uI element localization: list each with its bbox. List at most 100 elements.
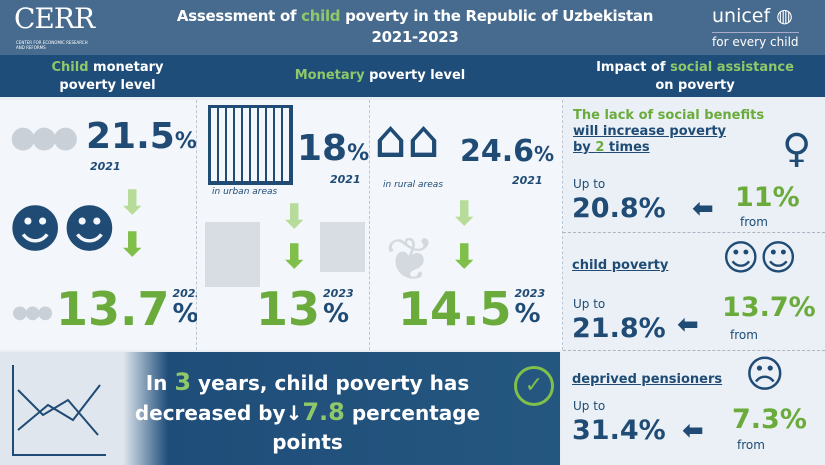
unicef-tagline: for every child (712, 32, 799, 49)
title-highlight: child (301, 7, 341, 25)
v: 21.5 (86, 116, 175, 157)
t: decreased by (134, 401, 286, 425)
impact-headline: The lack of social benefits will increas… (573, 108, 764, 156)
txt: poverty level (59, 78, 156, 93)
t: In (145, 371, 175, 395)
section-monetary: Monetary poverty level (200, 67, 560, 85)
arrow-down-icon: ⬇ (280, 197, 309, 237)
rural-2021-value: 24.6% (460, 134, 554, 172)
stack: 2023% (515, 287, 546, 334)
magnifier-check-icon: ✓ (514, 366, 554, 406)
t: The lack of social benefits (573, 108, 765, 123)
mother-child-icon: ♀ (782, 126, 812, 172)
title-part: poverty in the Republic of Uzbekistan (340, 7, 654, 25)
divider (563, 350, 825, 351)
upto: Up to (573, 177, 606, 191)
v: 13.7 (56, 282, 170, 336)
year-2023: 2023 (514, 287, 546, 300)
building-icon (205, 222, 260, 287)
to-value: 21.8% (572, 313, 666, 344)
panel-rural (370, 100, 563, 350)
stack: 2023% (323, 287, 354, 334)
section-headers: Child monetary poverty level Monetary pov… (0, 55, 825, 97)
pensioners-label: deprived pensioners (572, 372, 723, 387)
curved-arrow-icon: ⬅ (677, 310, 699, 340)
divider (563, 232, 825, 233)
rural-label: in rural areas (383, 180, 444, 190)
unicef-text: unicef (712, 5, 771, 27)
cerr-logo: CERR (14, 2, 95, 35)
t: points (272, 430, 343, 454)
hl: Monetary (294, 68, 365, 83)
txt: monetary (88, 60, 164, 75)
pct: % (172, 299, 199, 329)
t: percentage (344, 401, 481, 425)
summary-text: In 3 years, child poverty has decreased … (110, 368, 505, 457)
line-chart-icon (12, 365, 106, 456)
title-years: 2021-2023 (371, 28, 459, 46)
impact-panel (563, 100, 825, 465)
v: 24.6 (460, 134, 535, 169)
section-impact: Impact of social assistance on poverty (570, 59, 820, 95)
from-value: 13.7% (722, 292, 816, 323)
t: years, child poverty has (191, 371, 470, 395)
urban-2021-value: 18% (297, 128, 369, 175)
pct: % (174, 129, 197, 154)
urban-2023-value: 13 2023% (256, 284, 354, 334)
children-icon: ☻☻ (8, 200, 117, 260)
people-small-icon: ●●● (12, 302, 53, 323)
pensioner-icon: ☹ (745, 352, 785, 396)
txt: on poverty (655, 78, 735, 93)
from-value: 7.3% (732, 404, 807, 435)
cerr-logo-sub: CENTER FOR ECONOMIC RESEARCH AND REFORMS (16, 40, 88, 50)
from-value: 11% (735, 182, 800, 213)
pct: % (514, 299, 541, 329)
building-icon (320, 222, 365, 272)
from-label: from (737, 438, 765, 452)
people-group-icon: ●●● (10, 120, 78, 155)
from-label: from (740, 215, 768, 229)
n: 7.8 (302, 398, 345, 426)
year-2021: 2021 (90, 160, 121, 173)
pct: % (323, 299, 350, 329)
year-2023: 2023 (323, 287, 354, 300)
arrow-down-icon: ⬇ (450, 194, 479, 234)
from-label: from (730, 328, 758, 342)
child-2023-value: 13.7 2023% (56, 284, 203, 334)
city-buildings-icon (208, 105, 293, 185)
village-houses-icon: ⌂⌂ (374, 110, 441, 170)
curved-arrow-icon: ⬅ (692, 194, 714, 224)
t: will increase poverty (573, 124, 727, 139)
title-part: Assessment of (176, 7, 302, 25)
arrow-down-icon: ⬇ (280, 237, 309, 277)
wheat-icon: ❦ (385, 225, 436, 295)
rural-2023-value: 14.5 2023% (398, 284, 545, 334)
to-value: 20.8% (572, 193, 666, 224)
child-2021-value: 21.5% (86, 116, 197, 163)
children-pair-icon: ☺☺ (722, 238, 798, 279)
arrow-down-icon: ↓ (285, 401, 303, 425)
panel-child (0, 100, 197, 350)
globe-icon: ◍ (776, 5, 793, 27)
year-2021: 2021 (512, 174, 543, 187)
t: times (604, 140, 650, 155)
pct: % (534, 142, 555, 166)
n: 3 (174, 368, 192, 396)
pct: % (347, 141, 370, 166)
section-child: Child monetary poverty level (20, 59, 195, 95)
v: 14.5 (398, 282, 512, 336)
to-value: 31.4% (572, 415, 666, 446)
stack: 2023% (173, 287, 204, 334)
urban-label: in urban areas (212, 187, 278, 197)
n: 2 (595, 140, 605, 155)
t: by (573, 140, 596, 155)
upto: Up to (573, 297, 606, 311)
hl: Child (51, 60, 89, 75)
v: 13 (256, 282, 321, 336)
year-2021: 2021 (330, 173, 361, 186)
page-title: Assessment of child poverty in the Repub… (122, 6, 708, 48)
hl: social assistance (670, 60, 794, 75)
unicef-logo: unicef ◍ (712, 4, 793, 28)
header (0, 0, 825, 55)
arrow-down-icon: ⬇ (450, 237, 479, 277)
